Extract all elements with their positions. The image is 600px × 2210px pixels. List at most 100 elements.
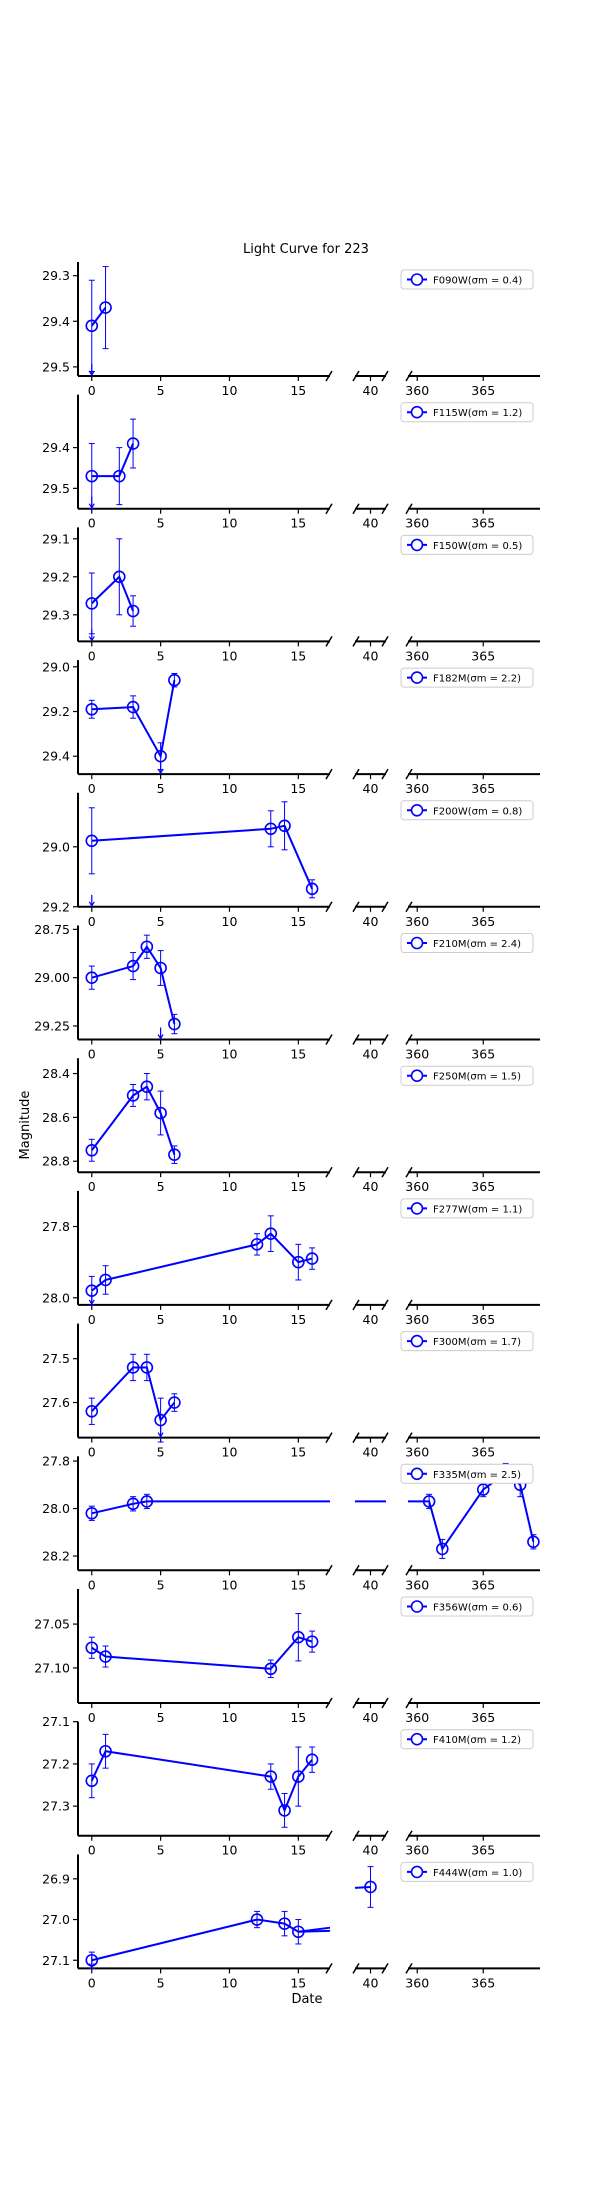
upper-limit-arrowhead — [157, 1034, 164, 1040]
axis-break-mark — [325, 370, 333, 382]
legend: F250M(σm = 1.5) — [400, 1065, 534, 1086]
x-tick-label: 10 — [222, 1843, 238, 1858]
y-tick-label: 29.2 — [42, 704, 70, 719]
axis-break-mark — [381, 768, 389, 780]
y-tick-label: 26.9 — [42, 1871, 70, 1886]
x-tick-label: 10 — [222, 1710, 238, 1725]
panel-f300m: 0 5 10 15 40 360 365 27.5 27.6 F300M(σm = 1.7) — [42, 1323, 540, 1460]
legend-marker — [410, 1202, 424, 1215]
y-tick-label: 29.2 — [42, 569, 70, 584]
series-line — [91, 1232, 313, 1292]
panel-f356w: 0 5 10 15 40 360 365 27.05 27.10 F356W(σm = 0.6) — [34, 1589, 540, 1725]
x-tick-label: 15 — [290, 1710, 306, 1725]
y-axis-label: Magnitude — [18, 1091, 33, 1160]
x-tick-label: 5 — [157, 383, 165, 398]
y-tick-label: 29.5 — [42, 481, 70, 496]
axis-break-mark — [381, 1830, 389, 1842]
legend-box — [400, 1463, 534, 1484]
legend-marker — [410, 1732, 424, 1746]
x-tick-label: 15 — [290, 1445, 306, 1460]
data-point — [140, 1495, 154, 1508]
panel-f250m: 0 5 10 15 40 360 365 28.4 28.6 28.8 F250M(σm = 1.5… — [42, 1058, 540, 1194]
x-tick-label: 15 — [290, 1312, 306, 1327]
axis-break-mark — [352, 370, 360, 382]
legend-box — [400, 933, 534, 953]
data-point — [250, 1238, 264, 1251]
legend-label: F250M(σm = 1.5) — [433, 1072, 521, 1083]
axis-break-mark — [405, 1963, 413, 1974]
y-tick-label: 29.3 — [42, 268, 70, 283]
axis-break-mark — [381, 901, 389, 913]
axis-break-mark — [405, 503, 413, 515]
legend-marker — [410, 405, 424, 419]
axis-break-mark — [352, 1166, 360, 1178]
data-point — [126, 1089, 140, 1102]
axis-break-mark — [405, 1034, 413, 1045]
x-tick-label: 0 — [88, 1710, 96, 1725]
x-tick-label: 0 — [88, 1312, 96, 1327]
x-tick-label: 5 — [157, 781, 165, 796]
panel-f090w: 0 5 10 15 40 360 365 29.3 29.4 29.5 F090W(σm = 0.4… — [42, 262, 540, 398]
y-tick-label: 28.2 — [42, 1549, 70, 1564]
data-point — [154, 961, 167, 975]
data-point — [126, 959, 140, 973]
data-point — [305, 1635, 319, 1648]
x-tick-label: 365 — [471, 648, 495, 663]
data-point — [278, 1804, 291, 1817]
axis-break-mark — [325, 1830, 333, 1842]
data-point — [264, 1662, 278, 1676]
axis-break-mark — [381, 1697, 389, 1709]
axis-break-mark — [381, 503, 389, 515]
legend: F335M(σm = 2.5) — [400, 1463, 534, 1484]
x-tick-label: 15 — [290, 383, 306, 398]
panel-f200w: 0 5 10 15 40 360 365 29.0 29.2 F200W(σm = 0.8) — [42, 792, 540, 929]
y-tick-label: 27.0 — [42, 1912, 70, 1927]
legend-marker — [410, 538, 424, 552]
x-tick-label: 40 — [363, 914, 379, 929]
x-tick-label: 365 — [471, 1577, 495, 1592]
upper-limit-arrowhead — [88, 636, 95, 642]
x-tick-label: 365 — [471, 1179, 495, 1194]
x-tick-label: 10 — [222, 648, 238, 663]
data-point — [305, 1252, 319, 1265]
panel-f444w: 0 5 10 15 40 360 365 26.9 27.0 27.1 F444W(σm = 1.0… — [42, 1854, 540, 1990]
data-point — [278, 819, 291, 833]
legend-box — [400, 1729, 534, 1750]
upper-limit-arrowhead — [88, 1299, 95, 1306]
x-tick-label: 40 — [363, 648, 379, 663]
legend-box — [400, 534, 534, 555]
data-point — [99, 301, 112, 314]
legend-box — [400, 269, 534, 290]
axis-break-mark — [381, 370, 389, 382]
data-point — [85, 971, 99, 984]
data-point — [292, 1770, 305, 1783]
legend-box — [400, 402, 534, 423]
axis-break-mark — [352, 901, 360, 913]
x-tick-label: 365 — [471, 516, 495, 531]
x-tick-label: 365 — [471, 1445, 495, 1460]
x-tick-label: 365 — [471, 781, 495, 796]
data-point — [305, 1753, 319, 1766]
x-tick-label: 40 — [363, 383, 379, 398]
x-tick-label: 360 — [405, 914, 429, 929]
x-tick-label: 0 — [88, 781, 96, 796]
x-tick-label: 360 — [405, 1577, 429, 1592]
y-tick-label: 27.8 — [42, 1454, 70, 1469]
axis-break-mark — [405, 1697, 413, 1709]
data-point — [154, 1106, 167, 1120]
x-tick-label: 10 — [222, 383, 238, 398]
axis-break-mark — [405, 636, 413, 647]
data-point — [140, 1361, 154, 1374]
axis-break-mark — [352, 1697, 360, 1709]
axis-break-mark — [405, 1432, 413, 1443]
x-tick-label: 10 — [222, 1577, 238, 1592]
data-point — [85, 1507, 99, 1520]
x-tick-label: 5 — [157, 648, 165, 663]
x-tick-label: 0 — [88, 1975, 96, 1990]
figure-title: Light Curve for 223 — [243, 242, 369, 257]
legend-marker — [410, 273, 424, 286]
upper-limit-arrowhead — [157, 1432, 164, 1438]
data-point — [126, 1497, 140, 1511]
y-tick-label: 29.1 — [42, 531, 70, 546]
